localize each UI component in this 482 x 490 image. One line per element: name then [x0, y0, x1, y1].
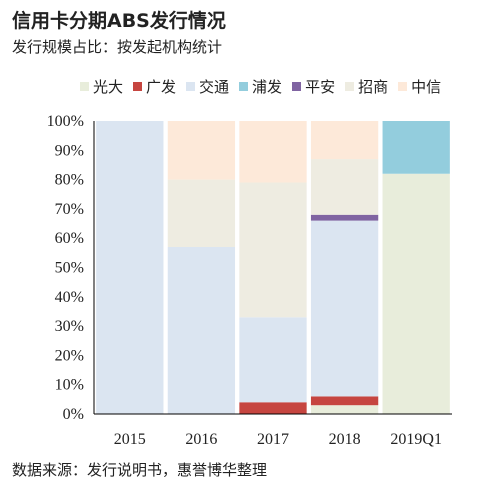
- y-tick-label: 90%: [55, 142, 84, 159]
- bar-segment-2018-s2: [310, 220, 379, 397]
- bar-segment-2016-s2: [167, 246, 236, 414]
- legend-label: 光大: [93, 78, 124, 96]
- legend-label: 浦发: [252, 78, 283, 96]
- legend-label: 广发: [146, 78, 177, 96]
- bar-segment-2016-s5: [167, 179, 236, 247]
- bar-segment-2018-s0: [310, 405, 379, 414]
- legend-swatch: [133, 82, 143, 91]
- y-tick-label: 20%: [55, 347, 84, 364]
- x-tick-label: 2017: [257, 431, 289, 448]
- y-tick-label: 0%: [63, 406, 84, 423]
- bar-segment-2017-s2: [239, 317, 307, 403]
- legend-swatch: [239, 82, 249, 91]
- legend-label: 交通: [199, 78, 230, 96]
- bar-segment-2015-s2: [96, 121, 164, 414]
- bar-segment-2019Q1-s0: [382, 173, 450, 414]
- legend-swatch: [398, 82, 408, 91]
- bar-segment-2018-s1: [310, 396, 379, 406]
- legend-item: 光大: [80, 76, 123, 97]
- legend-item: 交通: [186, 76, 229, 97]
- bar-segment-2019Q1-s3: [382, 121, 450, 174]
- x-tick-label: 2015: [114, 431, 146, 448]
- bar-segment-2018-s4: [310, 214, 379, 221]
- source-note: 数据来源：发行说明书，惠誉博华整理: [12, 461, 268, 479]
- chart-subtitle: 发行规模占比：按发起机构统计: [12, 38, 223, 56]
- bar-segment-2018-s5: [310, 159, 379, 215]
- legend-item: 中信: [398, 76, 441, 97]
- chart-legend: 光大 广发 交通 浦发 平安 招商 中信: [80, 76, 451, 97]
- legend-swatch: [80, 82, 89, 91]
- y-tick-label: 100%: [47, 113, 84, 130]
- bar-segment-2018-s6: [310, 121, 379, 160]
- bar-segment-2017-s1: [239, 402, 307, 414]
- x-tick-label: 2016: [185, 431, 217, 448]
- legend-label: 中信: [411, 78, 442, 96]
- legend-item: 浦发: [239, 76, 282, 97]
- y-tick-label: 50%: [55, 260, 84, 277]
- y-tick-label: 10%: [55, 377, 84, 394]
- legend-swatch: [345, 82, 355, 91]
- legend-label: 平安: [305, 78, 336, 96]
- y-tick-label: 70%: [55, 201, 84, 218]
- legend-item: 平安: [292, 76, 335, 97]
- y-tick-label: 60%: [55, 230, 84, 247]
- x-tick-label: 2019Q1: [390, 431, 442, 448]
- legend-swatch: [186, 82, 196, 91]
- y-tick-label: 40%: [55, 289, 84, 306]
- bar-segment-2017-s6: [239, 121, 307, 183]
- legend-item: 广发: [133, 76, 176, 97]
- y-tick-label: 80%: [55, 172, 84, 189]
- y-tick-label: 30%: [55, 318, 84, 335]
- bar-segment-2017-s5: [239, 182, 307, 318]
- legend-item: 招商: [345, 76, 388, 97]
- legend-swatch: [292, 82, 302, 91]
- chart-title: 信用卡分期ABS发行情况: [12, 10, 226, 32]
- legend-label: 招商: [358, 78, 389, 96]
- bar-segment-2016-s6: [167, 121, 236, 180]
- x-tick-label: 2018: [329, 431, 361, 448]
